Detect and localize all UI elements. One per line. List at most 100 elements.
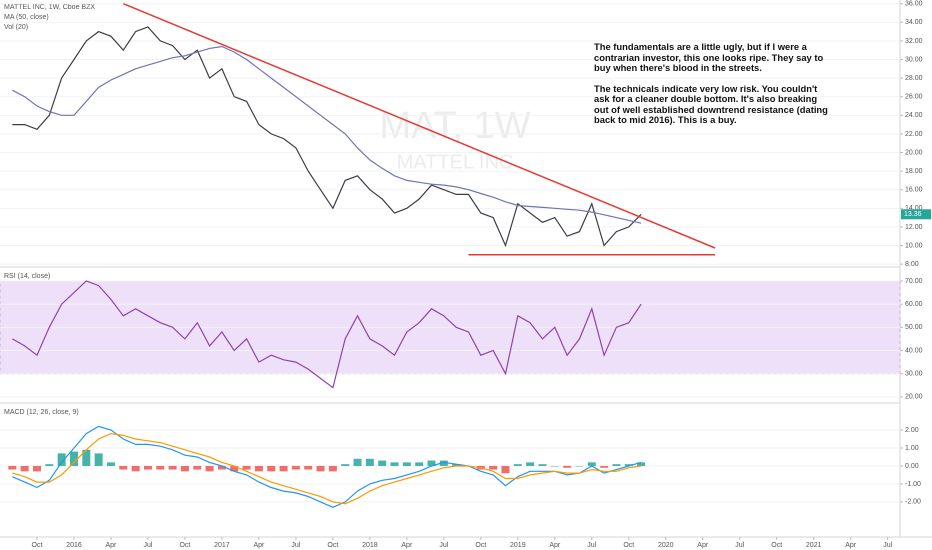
histogram-bar bbox=[193, 465, 202, 470]
x-tick-label: Jul bbox=[291, 542, 300, 549]
y-tick-label: -1.00 bbox=[905, 481, 921, 488]
histogram-bar bbox=[217, 465, 226, 470]
histogram-bar bbox=[254, 465, 263, 472]
histogram-bar bbox=[378, 460, 387, 466]
y-tick-label: 1.00 bbox=[905, 445, 919, 452]
histogram-bar bbox=[489, 465, 498, 470]
histogram-bar bbox=[402, 462, 411, 466]
y-tick-label: 50.00 bbox=[905, 324, 923, 331]
x-tick-label: Jul bbox=[587, 542, 596, 549]
x-tick-label: Oct bbox=[327, 542, 338, 549]
annotation-text: The technicals indicate very low risk. Y… bbox=[594, 82, 828, 126]
watermark: MATTEL INC bbox=[397, 151, 514, 173]
annotation-text: The fundamentals are a little ugly, but … bbox=[594, 41, 824, 74]
histogram-bar bbox=[168, 465, 177, 470]
histogram-bar bbox=[637, 462, 646, 466]
x-tick-label: 2017 bbox=[214, 542, 230, 549]
y-tick-label: 36.00 bbox=[905, 1, 923, 8]
histogram-bar bbox=[353, 458, 362, 466]
x-tick-label: Apr bbox=[549, 542, 561, 549]
histogram-bar bbox=[20, 465, 29, 472]
histogram-bar bbox=[501, 465, 510, 474]
histogram-bar bbox=[57, 453, 66, 466]
y-tick-label: 40.00 bbox=[905, 347, 923, 354]
histogram-bar bbox=[365, 458, 374, 466]
y-tick-label: 32.00 bbox=[905, 38, 923, 45]
histogram-bar bbox=[291, 465, 300, 470]
histogram-bar bbox=[587, 462, 596, 466]
histogram-bar bbox=[119, 465, 128, 470]
x-tick-label: 2019 bbox=[510, 542, 526, 549]
histogram-bar bbox=[563, 465, 572, 468]
histogram-bar bbox=[143, 465, 152, 470]
histogram-bar bbox=[513, 464, 522, 466]
x-tick-label: Apr bbox=[845, 542, 857, 549]
histogram-bar bbox=[624, 464, 633, 466]
x-tick-label: 2018 bbox=[362, 542, 378, 549]
y-tick-label: 14.00 bbox=[905, 205, 923, 212]
histogram-bar bbox=[328, 465, 337, 472]
histogram-bar bbox=[316, 465, 325, 472]
histogram-bar bbox=[415, 462, 424, 466]
series-line bbox=[12, 45, 642, 224]
histogram-bar bbox=[32, 465, 41, 472]
y-tick-label: 70.00 bbox=[905, 278, 923, 285]
y-tick-label: 28.00 bbox=[905, 75, 923, 82]
histogram-bar bbox=[390, 462, 399, 466]
histogram-bar bbox=[600, 465, 609, 468]
histogram-bar bbox=[131, 465, 140, 472]
histogram-bar bbox=[106, 462, 115, 466]
histogram-bar bbox=[205, 465, 214, 472]
histogram-bar bbox=[439, 460, 448, 466]
histogram-bar bbox=[279, 465, 288, 472]
histogram-bar bbox=[45, 464, 54, 466]
y-tick-label: 18.00 bbox=[905, 168, 923, 175]
x-tick-label: Oct bbox=[771, 542, 782, 549]
x-tick-label: Jul bbox=[439, 542, 448, 549]
y-tick-label: 10.00 bbox=[905, 242, 923, 249]
x-tick-label: 2020 bbox=[658, 542, 674, 549]
histogram-bar bbox=[8, 465, 17, 470]
symbol-title: MATTEL INC, 1W, Cboe BZX bbox=[4, 4, 95, 11]
y-tick-label: 26.00 bbox=[905, 94, 923, 101]
x-tick-label: 2016 bbox=[66, 542, 82, 549]
x-tick-label: Apr bbox=[401, 542, 413, 549]
histogram-bar bbox=[612, 464, 621, 466]
histogram-bar bbox=[94, 453, 103, 466]
series-line bbox=[12, 280, 642, 389]
histogram-bar bbox=[82, 449, 91, 466]
histogram-bar bbox=[538, 464, 547, 466]
histogram-bar bbox=[156, 465, 165, 470]
x-tick-label: Oct bbox=[179, 542, 190, 549]
series-line bbox=[12, 432, 642, 505]
histogram-bar bbox=[427, 460, 436, 466]
x-tick-label: Apr bbox=[697, 542, 709, 549]
y-tick-label: 20.00 bbox=[905, 149, 923, 156]
histogram-bar bbox=[304, 465, 313, 470]
y-tick-label: 34.00 bbox=[905, 19, 923, 26]
histogram-bar bbox=[526, 462, 535, 466]
series-line bbox=[12, 26, 642, 248]
x-tick-label: Oct bbox=[475, 542, 486, 549]
y-tick-label: 20.00 bbox=[905, 394, 923, 401]
histogram-bar bbox=[267, 465, 276, 472]
annotation: The fundamentals are a little ugly, but … bbox=[594, 41, 830, 136]
trend-line bbox=[123, 3, 716, 249]
y-tick-label: 60.00 bbox=[905, 301, 923, 308]
histogram-bar bbox=[242, 465, 251, 470]
x-tick-label: Oct bbox=[32, 542, 43, 549]
y-tick-label: 30.00 bbox=[905, 371, 923, 378]
histogram-bar bbox=[550, 465, 559, 467]
y-tick-label: 2.00 bbox=[905, 427, 919, 434]
x-tick-label: Jul bbox=[735, 542, 744, 549]
y-tick-label: 8.00 bbox=[905, 261, 919, 268]
histogram-bar bbox=[575, 465, 584, 467]
y-tick-label: 30.00 bbox=[905, 56, 923, 63]
y-tick-label: -2.00 bbox=[905, 499, 921, 506]
legend-entry: Vol (20) bbox=[4, 24, 28, 31]
legend-entry: MA (50, close) bbox=[4, 14, 49, 21]
y-tick-label: 24.00 bbox=[905, 112, 923, 119]
